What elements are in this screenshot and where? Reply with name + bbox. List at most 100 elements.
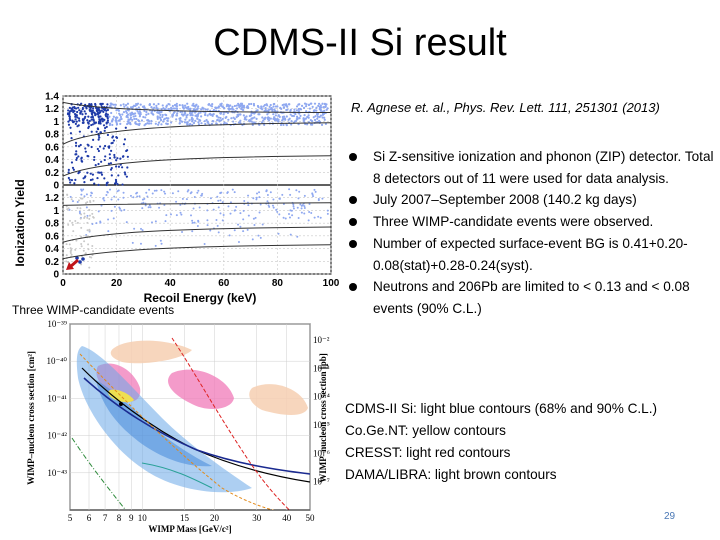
plot1-event [99, 221, 102, 224]
plot1-event [192, 207, 195, 210]
plot1-event [196, 224, 199, 227]
plot1-curves [62, 101, 332, 260]
plot1-event [292, 207, 295, 210]
plot1-event [166, 119, 169, 122]
plot1-event [201, 192, 204, 195]
plot1-event [134, 112, 137, 115]
plot1-event [69, 251, 72, 254]
plot1-event [91, 111, 94, 114]
plot1-event [242, 209, 245, 212]
plot1-event [204, 113, 207, 116]
plot1-event [97, 138, 100, 141]
plot1-event [321, 197, 324, 200]
plot1-event [75, 158, 78, 161]
plot1-event [239, 113, 242, 116]
plot1-event [92, 138, 95, 141]
plot1-event [76, 207, 79, 210]
plot1-event [247, 106, 250, 110]
plot1-event [209, 197, 212, 200]
plot1-event [264, 107, 267, 110]
plot1-event [112, 115, 115, 118]
plot1-event [106, 108, 110, 112]
plot1-event [103, 199, 106, 202]
plot1-event [296, 235, 299, 238]
plot1-event [99, 115, 102, 118]
plot1-event [199, 111, 202, 114]
plot1-event [142, 115, 145, 119]
plot1-event [150, 122, 153, 125]
plot1-event [108, 153, 111, 156]
plot1-event [90, 192, 93, 195]
plot1-event [297, 197, 300, 200]
plot1-xtick-label: 40 [165, 278, 177, 289]
candidate-event [78, 260, 82, 264]
plot1-event [153, 189, 156, 192]
plot1-event [206, 114, 209, 117]
plot1-event [97, 108, 100, 111]
plot1-event [200, 108, 203, 111]
plot1-event [97, 122, 100, 125]
plot1-event [227, 118, 230, 121]
plot1-event [289, 193, 292, 196]
plot1-event [140, 227, 143, 230]
plot1-event [286, 108, 289, 111]
plot1-event [169, 213, 172, 216]
plot1-event [282, 203, 285, 206]
plot1-event [239, 212, 242, 215]
plot1-event [108, 122, 112, 125]
plot1-ytick-label: 0.4 [45, 155, 59, 166]
plot1-event [133, 117, 136, 120]
plot1-event [223, 107, 226, 110]
plot1-event [311, 192, 314, 195]
plot1-event [67, 168, 70, 172]
plot1-event [216, 224, 219, 227]
plot1-ytick-label: 1.2 [45, 193, 59, 204]
plot1-event [175, 107, 179, 110]
plot1-event [217, 231, 220, 234]
plot1-event [76, 221, 79, 224]
plot1-event [145, 113, 148, 116]
plot1-event [84, 112, 87, 115]
contour-legend: CDMS-II Si: light blue contours (68% and… [345, 398, 657, 486]
plot1-event [73, 112, 77, 116]
plot1-event [317, 102, 321, 105]
plot1-event [251, 238, 254, 241]
plot1-event [96, 112, 100, 115]
plot1-event [104, 155, 107, 158]
plot1-event [219, 104, 222, 107]
plot1-event [303, 194, 306, 197]
plot1-event [212, 208, 215, 211]
plot1-event [211, 103, 214, 106]
plot1-event [151, 110, 154, 113]
plot1-event [126, 106, 129, 109]
plot1-event [157, 121, 161, 124]
plot1-event [281, 119, 284, 122]
plot1-curve [62, 122, 332, 145]
plot1-event [269, 103, 272, 107]
plot1-event [159, 113, 162, 117]
plot1-event [253, 224, 256, 227]
plot1-event [91, 173, 95, 176]
plot1-event [125, 175, 128, 178]
plot1-event [289, 110, 292, 113]
plot1-event [129, 194, 132, 197]
plot1-event [226, 103, 229, 106]
plot1-event [102, 147, 105, 150]
plot1-event [80, 226, 83, 229]
plot1-event [298, 112, 301, 115]
plot1-event [239, 119, 242, 122]
plot2-xtick-label: 10 [138, 513, 148, 523]
plot1-event [78, 109, 81, 112]
plot1-event [90, 113, 94, 116]
plot1-event [74, 118, 77, 121]
plot1-event [316, 113, 319, 116]
plot1-event [222, 214, 225, 217]
plot1-event [258, 211, 261, 214]
plot1-event [92, 250, 95, 253]
plot1-ylabel: Ionization Yield [13, 179, 27, 266]
plot1-event [165, 116, 168, 120]
plot1-event [76, 201, 79, 204]
plot1-ytick-label: 0 [53, 270, 59, 281]
plot1-event [160, 242, 163, 245]
plot1-event [76, 110, 79, 114]
